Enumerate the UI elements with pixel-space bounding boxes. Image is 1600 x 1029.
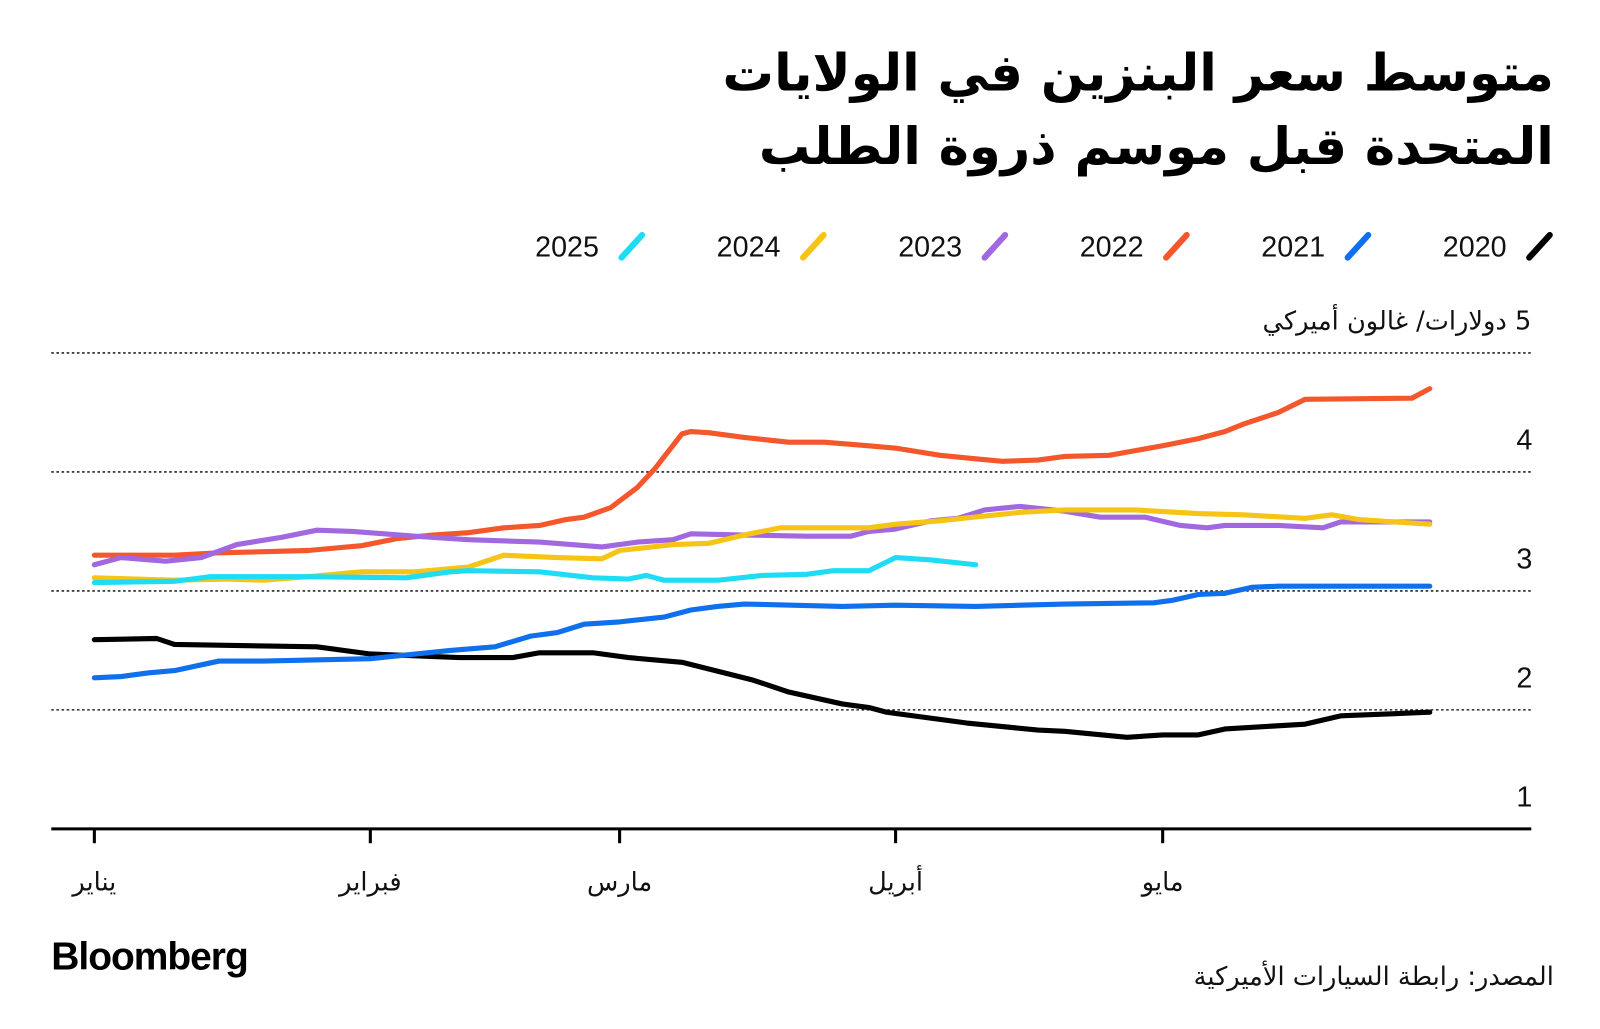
y-tick-label: 1: [1516, 781, 1532, 813]
series-line-2022: [91, 386, 1433, 558]
x-tick-label: فبراير: [337, 867, 402, 897]
y-tick-label: 2: [1516, 662, 1532, 694]
legend-item-2025: 2025: [535, 231, 646, 264]
series-line-2020: [91, 635, 1433, 740]
y-tick-label: 3: [1516, 543, 1532, 575]
y-tick-label: 4: [1516, 424, 1532, 456]
gridlines: [51, 352, 1532, 711]
bloomberg-logo: Bloomberg: [51, 935, 247, 978]
legend-label: 2023: [898, 232, 962, 264]
legend-item-2024: 2024: [717, 231, 827, 264]
legend-item-2023: 2023: [898, 231, 1009, 264]
legend-label: 2021: [1261, 232, 1325, 264]
x-tick-label: مايو: [1140, 867, 1184, 897]
series-line-2024: [91, 507, 1433, 583]
series-line-2021: [91, 583, 1433, 681]
legend-item-2021: 2021: [1261, 231, 1372, 264]
legend-swatch-icon: [981, 231, 1009, 261]
legend-label: 2020: [1443, 232, 1507, 264]
y-axis-unit-label: 5 دولارات/ غالون أميركي: [1263, 302, 1532, 336]
legend-label: 2024: [717, 232, 781, 264]
legend-label: 2025: [535, 232, 599, 264]
source-note: المصدر: رابطة السيارات الأميركية: [1194, 959, 1554, 992]
series-line-2025: [91, 555, 979, 586]
title-line-1: متوسط سعر البنزين في الولايات: [723, 43, 1554, 103]
legend-item-2022: 2022: [1080, 231, 1190, 264]
legend-swatch-icon: [799, 231, 827, 261]
legend: 2020 2021 2022 2023 2024 2025: [535, 231, 1553, 264]
x-tick-label: يناير: [70, 867, 116, 897]
legend-swatch-icon: [1344, 231, 1372, 261]
legend-swatch-icon: [1526, 231, 1553, 261]
x-axis-ticks: يناير فبراير مارس أبريل مايو: [70, 828, 1184, 897]
x-tick-label: مارس: [587, 867, 652, 897]
series-line-2023: [91, 503, 1433, 568]
y-axis-ticks: 1 2 3 4: [1516, 424, 1532, 813]
title-line-2: المتحدة قبل موسم ذروة الطلب: [759, 117, 1554, 177]
series-lines: [91, 386, 1433, 740]
legend-item-2020: 2020: [1443, 231, 1553, 264]
legend-label: 2022: [1080, 232, 1144, 264]
legend-swatch-icon: [618, 231, 646, 261]
chart-title: متوسط سعر البنزين في الولايات المتحدة قب…: [723, 43, 1554, 177]
x-tick-label: أبريل: [868, 863, 923, 897]
legend-swatch-icon: [1163, 231, 1190, 261]
